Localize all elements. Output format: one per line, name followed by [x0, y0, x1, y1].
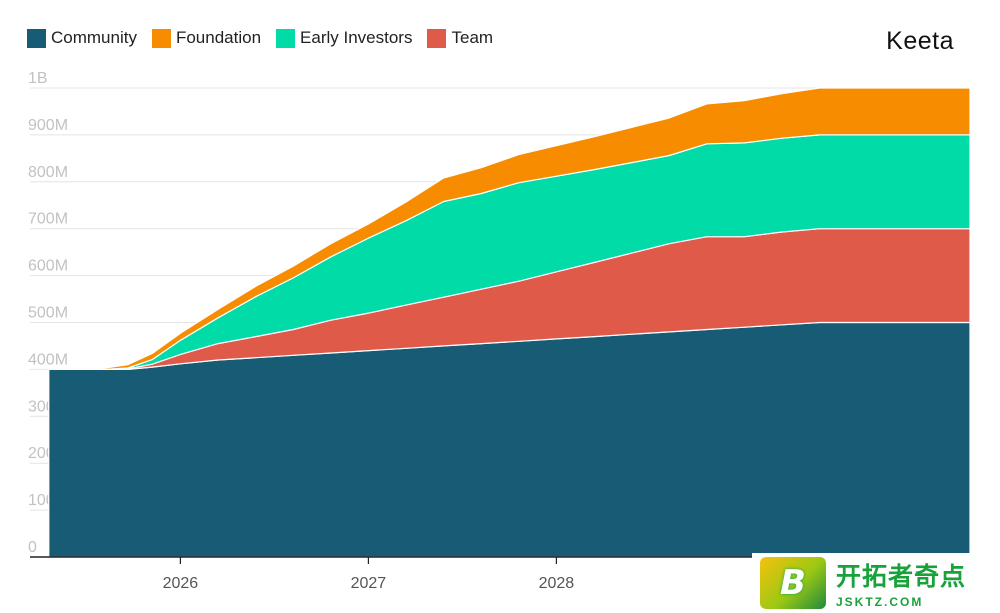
- y-tick-label-6: 600M: [28, 258, 68, 275]
- y-tick-label-9: 900M: [28, 117, 68, 134]
- legend: Community Foundation Early Investors Tea…: [27, 28, 508, 48]
- y-tick-label-8: 800M: [28, 164, 68, 181]
- y-tick-label-5: 500M: [28, 305, 68, 322]
- brand-logo: Keeta: [886, 27, 954, 55]
- x-tick-label-1: 2027: [351, 575, 387, 592]
- legend-swatch-foundation: [151, 28, 171, 48]
- legend-label-early-investors: Early Investors: [300, 28, 413, 47]
- legend-swatch-team: [427, 28, 447, 48]
- watermark-title: 开拓者奇点: [836, 563, 967, 591]
- legend-item-foundation: Foundation: [151, 28, 262, 48]
- x-tick-label-0: 2026: [163, 575, 199, 592]
- y-tick-label-7: 700M: [28, 211, 68, 228]
- watermark-url: JSKTZ.COM: [836, 595, 924, 609]
- watermark: B 开拓者奇点 JSKTZ.COM: [752, 553, 1000, 613]
- legend-label-foundation: Foundation: [175, 28, 262, 47]
- y-tick-label-10: 1B: [28, 70, 48, 87]
- watermark-logo: B: [760, 557, 826, 609]
- area-foundation: [48, 87, 971, 370]
- watermark-text: 开拓者奇点 JSKTZ.COM: [836, 557, 966, 609]
- x-tick-label-2: 2028: [539, 575, 575, 592]
- y-tick-label-0: 0: [28, 539, 37, 556]
- legend-label-community: Community: [51, 28, 137, 47]
- legend-label-team: Team: [451, 28, 494, 47]
- watermark-logo-letter: B: [780, 563, 806, 603]
- legend-swatch-early-investors: [276, 28, 296, 48]
- legend-item-early-investors: Early Investors: [276, 28, 412, 48]
- legend-item-team: Team: [427, 28, 493, 48]
- legend-item-community: Community: [27, 28, 137, 48]
- legend-swatch-community: [27, 28, 46, 48]
- y-tick-label-4: 400M: [28, 351, 68, 368]
